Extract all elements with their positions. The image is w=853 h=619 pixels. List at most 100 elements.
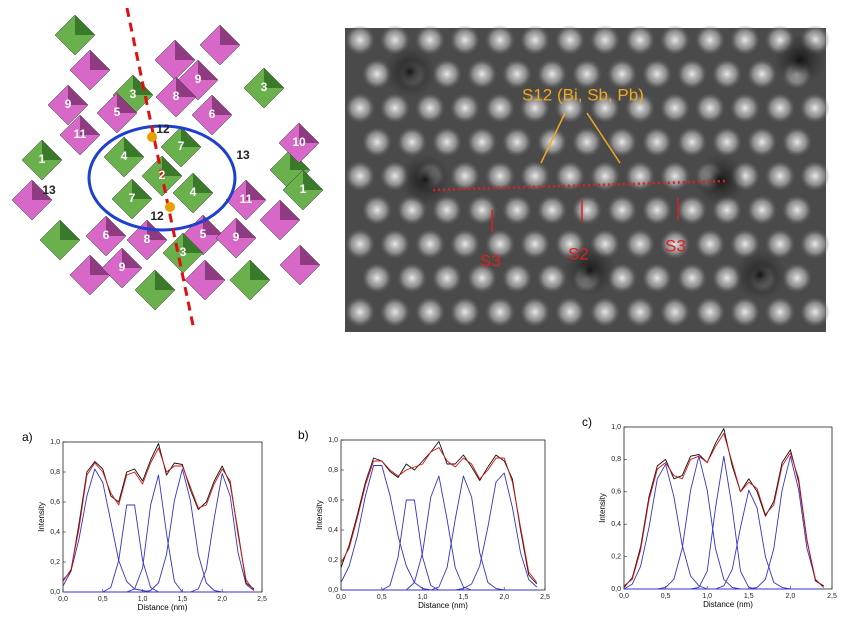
site-label: 13 [42,183,56,197]
x-tick-label: 0,0 [619,593,629,600]
atom-column [485,297,515,327]
site-label: 13 [236,148,250,162]
atom-column [537,195,567,225]
atom-column [432,59,462,89]
vacancy [384,46,436,98]
site-label: 9 [65,97,72,111]
polyhedron-face [300,245,320,265]
annotation: S12 (Bi, Sb, Pb) [522,85,644,104]
atom-column [397,263,427,293]
profile-curve [63,469,254,592]
x-tick-label: 0,5 [98,596,108,603]
atom-column [572,195,602,225]
x-tick-label: 0,5 [377,594,387,601]
x-axis-title: Distance (nm) [138,603,188,612]
profile-curve [341,466,537,591]
site-label: 9 [233,230,240,244]
panel-label: a) [22,430,33,444]
atom-column [520,229,550,259]
y-tick-label: 0,6 [328,497,338,504]
site-label: S2 [568,244,589,263]
atom-column [415,229,445,259]
y-tick-label: 0,0 [611,586,621,593]
vacancy [734,249,786,301]
site-label: 7 [178,139,185,153]
x-tick-label: 2,5 [827,593,837,600]
atom-column [485,25,515,55]
polyhedron-face [175,40,195,60]
atom-column [485,93,515,123]
x-tick-label: 1,5 [459,594,469,601]
atom-column [642,127,672,157]
atom-column [590,297,620,327]
y-axis-title: Intensity [315,500,324,530]
atom-column [747,195,777,225]
atom-column [485,161,515,191]
profile-curve [63,475,254,592]
atom-column [800,297,830,327]
y-tick-label: 1,0 [328,437,338,444]
atom-column [467,127,497,157]
atom-column [450,229,480,259]
atom-column [450,25,480,55]
atom-column [695,93,725,123]
site-label: 5 [200,227,207,241]
x-tick-label: 0,0 [336,594,346,601]
atom-column [432,263,462,293]
polyhedron-face [250,260,270,280]
y-tick-label: 0,8 [611,456,621,463]
atom-column [502,263,532,293]
atom-column [397,127,427,157]
atom-column [765,297,795,327]
atom-column [537,263,567,293]
atom-column [782,195,812,225]
site-label: 9 [119,260,126,274]
x-tick-label: 2,5 [257,596,267,603]
profile-curve [63,474,254,593]
profile-curve [624,456,824,589]
y-tick-label: 0,0 [328,587,338,594]
atom-column [660,161,690,191]
y-tick-label: 0,8 [50,469,60,476]
plot-frame [341,440,545,590]
atom-column [380,229,410,259]
x-tick-label: 1,5 [744,593,754,600]
site-label: 8 [144,232,151,246]
atom-column [450,297,480,327]
y-tick-label: 0,4 [611,521,621,528]
polyhedron-face [75,15,95,35]
site-label: 5 [114,105,121,119]
profile-curve [624,456,824,589]
atom-column [467,59,497,89]
panel-label: b) [298,428,309,442]
atom-column [345,25,375,55]
atom-column [712,59,742,89]
atom-column [747,59,777,89]
profile-curve [624,490,824,589]
y-tick-label: 1,0 [611,424,621,431]
atom-column [362,127,392,157]
x-tick-label: 1,0 [138,596,148,603]
stem-image: S12 (Bi, Sb, Pb)S3S2S3 [345,25,830,332]
atom-column [345,229,375,259]
atom-column [695,297,725,327]
profile-curve [624,456,824,589]
site-label: 3 [130,87,137,101]
atom-column [730,297,760,327]
site-label: 2 [159,168,166,182]
profile-curve [624,429,824,588]
atom-column [695,229,725,259]
site-label: 12 [156,122,170,136]
profile-curve [341,476,537,590]
site-label: 10 [292,135,306,149]
atom-column [677,59,707,89]
site-dot [165,202,175,212]
atom-column [677,263,707,293]
figure: 3989512631114721310134712111685993 S12 (… [0,0,853,614]
site-label: 1 [300,182,307,196]
site-label: 6 [209,107,216,121]
panel-label: c) [582,415,592,429]
profile-curve [341,476,537,590]
atom-column [800,161,830,191]
atom-column [345,297,375,327]
